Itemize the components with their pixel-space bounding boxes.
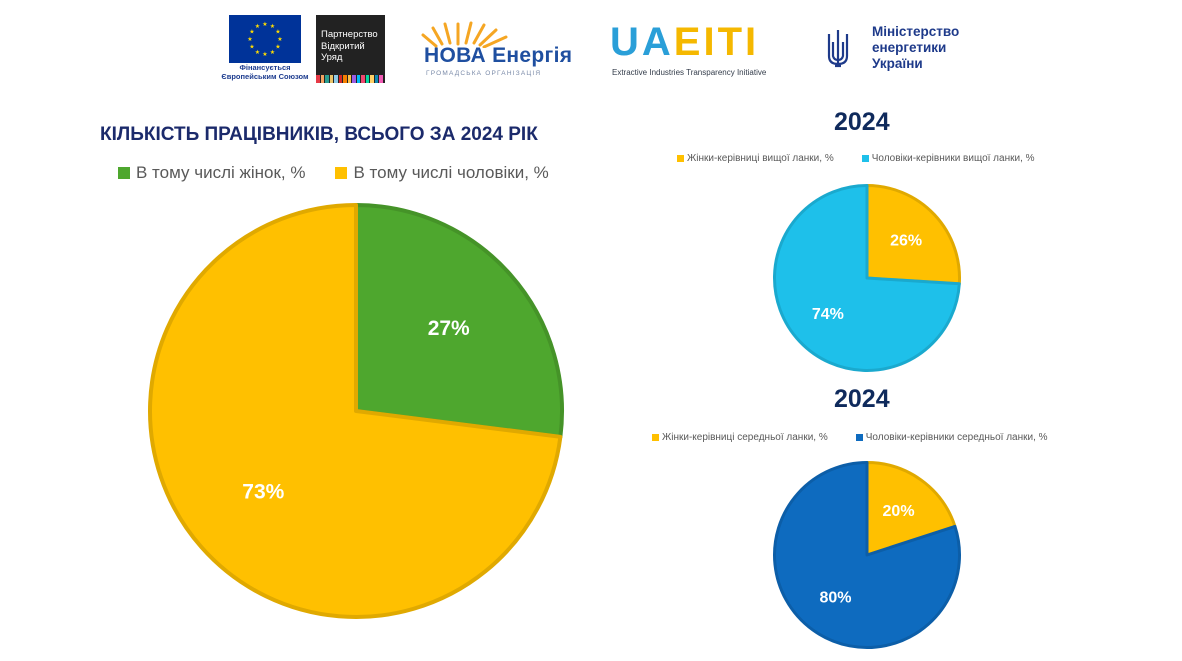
svg-text:★: ★: [262, 51, 267, 58]
pie-data-label: 74%: [812, 306, 844, 323]
pie-slice: [773, 184, 961, 372]
ua-eiti-ua: UA: [610, 20, 674, 64]
pie-slice: [865, 461, 957, 557]
pie-data-label: 80%: [819, 590, 851, 607]
pie-slice: [773, 461, 961, 649]
svg-text:★: ★: [255, 49, 260, 56]
legend-label: Чоловіки-керівники середньої ланки, %: [865, 432, 1048, 443]
eu-caption-line: Європейським Союзом: [221, 71, 309, 81]
main-pie-chart: 27% 73%: [148, 203, 564, 619]
ua-eiti-subtitle: Extractive Industries Transparency Initi…: [612, 68, 767, 77]
trident-icon: [827, 30, 849, 68]
sun-rays-icon: [421, 21, 508, 48]
eu-caption: Фінансується Європейським Союзом: [212, 63, 318, 81]
middle-chart-legend: Жінки-керівниці середньої ланки, % Чолові…: [652, 432, 1076, 443]
pie-data-label: 20%: [883, 503, 915, 520]
legend-label: Чоловіки-керівники вищої ланки, %: [871, 153, 1035, 164]
pie-data-label: 26%: [890, 232, 922, 249]
svg-text:★: ★: [247, 36, 252, 43]
nova-title: НОВА Енергія: [424, 44, 573, 67]
legend-label: В тому числі жінок, %: [136, 162, 306, 182]
svg-text:★: ★: [270, 49, 275, 56]
ua-eiti-eiti: EITI: [673, 20, 760, 64]
senior-chart-legend: Жінки-керівниці вищої ланки, % Чоловіки-к…: [677, 153, 1063, 164]
legend-swatch: [335, 166, 348, 179]
pie-slice: [354, 203, 564, 439]
svg-text:★: ★: [249, 29, 254, 36]
ovp-stripes-icon: [316, 75, 383, 83]
legend-swatch: [861, 155, 869, 162]
nova-energiya-logo: НОВА Енергія ГРОМАДСЬКА ОРГАНІЗАЦІЯ: [418, 18, 586, 82]
ministry-line: Міністерство: [872, 24, 960, 39]
open-government-partnership-logo: Партнерство Відкритий Уряд: [316, 15, 385, 83]
svg-text:★: ★: [275, 44, 280, 51]
senior-pie-chart: 26% 74%: [773, 184, 961, 372]
svg-text:★: ★: [270, 23, 275, 30]
legend-label: Жінки-керівниці середньої ланки, %: [662, 432, 828, 443]
ovp-line: Уряд: [321, 52, 343, 63]
pie-slice: [865, 184, 961, 286]
logo-bar: ★ ★ ★ ★ ★ ★ ★ ★ ★ ★ ★ ★ Фінансується Європейськи…: [0, 0, 1182, 95]
legend-item-women-senior: Жінки-керівниці вищої ланки, %: [677, 153, 834, 164]
pie-slice: [148, 203, 563, 619]
ovp-line: Відкритий: [321, 40, 365, 52]
eu-flag-logo: ★ ★ ★ ★ ★ ★ ★ ★ ★ ★ ★ ★: [229, 15, 301, 63]
pie-data-label: 73%: [242, 480, 284, 503]
nova-subtitle: ГРОМАДСЬКА ОРГАНІЗАЦІЯ: [426, 70, 542, 77]
ministry-line: України: [872, 56, 923, 71]
middle-chart-title: 2024: [834, 385, 890, 413]
eu-caption-line: Фінансується: [239, 63, 291, 72]
ministry-energy-logo: Міністерство енергетики України: [826, 24, 986, 76]
legend-swatch: [677, 155, 684, 162]
legend-label: В тому числі чоловіки, %: [353, 162, 549, 182]
svg-text:★: ★: [262, 21, 267, 28]
ovp-line: Партнерство: [321, 29, 378, 40]
legend-item-men-middle: Чоловіки-керівники середньої ланки, %: [855, 432, 1048, 443]
svg-text:★: ★: [275, 29, 280, 36]
svg-text:★: ★: [277, 36, 282, 43]
legend-label: Жінки-керівниці вищої ланки, %: [687, 153, 834, 164]
legend-item-women: В тому числі жінок, %: [118, 162, 305, 183]
main-chart-title: КІЛЬКІСТЬ ПРАЦІВНИКІВ, ВСЬОГО ЗА 2024 РІ…: [100, 124, 538, 145]
senior-chart-title: 2024: [834, 108, 890, 136]
legend-swatch: [855, 434, 863, 441]
legend-item-men: В тому числі чоловіки, %: [335, 162, 549, 183]
main-chart-legend: В тому числі жінок, % В тому числі чолові…: [118, 162, 579, 183]
middle-pie-chart: 20% 80%: [773, 461, 961, 649]
eu-stars-icon: ★ ★★ ★★★ ★★★ ★★★: [247, 21, 282, 58]
svg-text:★: ★: [255, 23, 260, 30]
ministry-line: енергетики: [872, 40, 947, 55]
pie-data-label: 27%: [428, 317, 470, 340]
legend-item-men-senior: Чоловіки-керівники вищої ланки, %: [861, 153, 1035, 164]
legend-swatch: [118, 166, 130, 179]
svg-text:★: ★: [249, 44, 254, 51]
legend-swatch: [652, 434, 659, 441]
legend-item-women-middle: Жінки-керівниці середньої ланки, %: [652, 432, 828, 443]
ua-eiti-logo: UAEITI Extractive Industries Transparenc…: [610, 22, 795, 82]
